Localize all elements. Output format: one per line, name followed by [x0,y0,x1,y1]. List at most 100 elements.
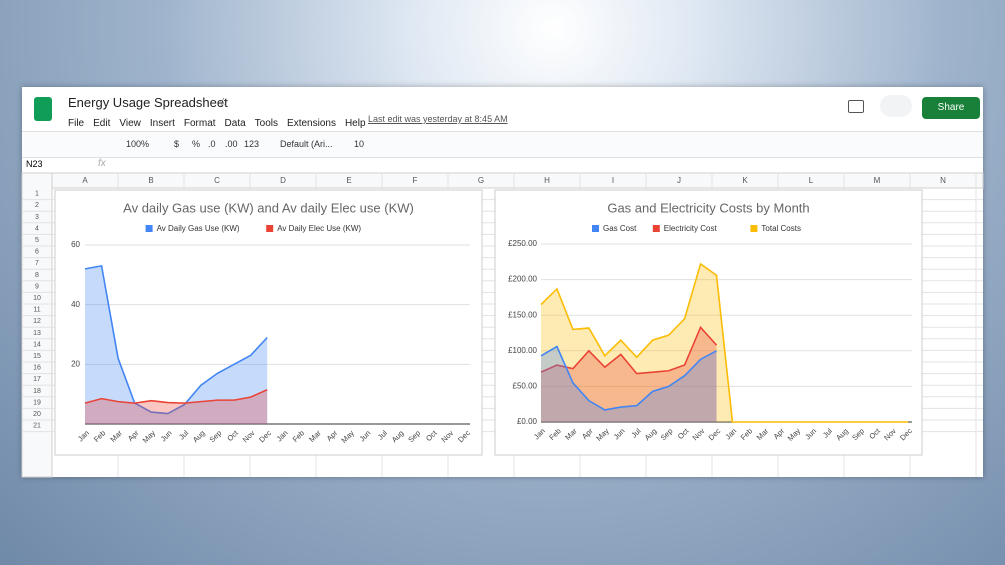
area-fill [541,327,717,422]
row-header: 18 [33,388,41,395]
row-header: 12 [33,318,41,325]
y-tick-label: £200.00 [508,275,537,284]
legend-label: Total Costs [761,224,801,233]
row-header: 4 [35,225,39,232]
decrease-decimal[interactable]: .0 [208,139,216,149]
area-line [540,262,908,423]
menu-item[interactable]: Insert [149,118,175,129]
chart-title: Av daily Gas use (KW) and Av daily Elec … [123,200,414,215]
legend-swatch [592,225,599,232]
row-header: 14 [33,341,41,348]
cell-ref[interactable]: N23 [26,159,43,169]
percent[interactable]: % [192,139,201,149]
y-tick-label: 60 [71,240,80,249]
toolbar: 100% $ % .0 .00 123 Default (Ari... 10 [22,131,983,158]
row-header: 9 [35,283,39,290]
column-header: J [677,176,681,185]
row-header: 13 [33,330,41,337]
row-header: 1 [35,191,39,198]
legend-swatch [652,225,660,232]
column-header: G [478,176,484,185]
column-header: B [148,176,153,185]
column-header: K [742,176,748,185]
y-tick-label: £0.00 [517,417,538,426]
area-line [84,264,268,415]
legend-label: Electricity Cost [664,224,718,233]
row-header: 2 [35,202,39,209]
area-fill [85,389,268,424]
chart: Gas and Electricity Costs by Month Gas Co… [494,189,923,456]
y-tick-label: £50.00 [513,382,538,391]
menu-item[interactable]: File [68,118,85,129]
menu-item[interactable]: Extensions [287,118,336,129]
legend-label: Av Daily Elec Use (KW) [277,224,361,233]
column-header: H [544,176,550,185]
chart-frame [494,189,923,456]
row-header: 20 [33,411,41,418]
comments-icon[interactable] [848,100,864,113]
column-header: I [612,176,614,185]
row-header: 15 [33,353,41,360]
legend-swatch [266,225,274,232]
row-header: 19 [33,399,41,406]
menu-item[interactable]: Data [224,118,246,129]
menu-bar: File Edit View Insert Format Data Tools Extensi… [68,113,375,131]
font-family[interactable]: Default (Ari... [280,139,333,149]
menu-item[interactable]: Format [183,118,216,129]
menu-item[interactable]: Help [344,118,366,129]
column-header: D [280,176,286,185]
area-fill [541,346,717,422]
row-header: 17 [33,376,41,383]
column-header: L [809,176,814,185]
area-fill [541,263,908,422]
column-header: M [874,176,881,185]
currency[interactable]: $ [174,139,180,149]
menu-item[interactable]: Tools [254,118,279,129]
row-header: 11 [33,307,40,314]
row-header: 10 [33,295,41,302]
legend-swatch [750,225,758,232]
share-button[interactable]: Share [922,97,980,119]
legend-label: Gas Cost [603,224,637,233]
y-tick-label: 40 [71,300,80,309]
last-edit[interactable]: Last edit was yesterday at 8:45 AM [368,114,508,124]
legend-label: Av Daily Gas Use (KW) [157,224,240,233]
area-line [540,345,717,411]
legend-swatch [145,225,153,232]
row-header: 16 [33,365,41,372]
y-tick-label: £100.00 [508,346,537,355]
star-icon[interactable]: ☆ [218,95,229,109]
area-line [84,388,268,404]
row-header: 5 [35,237,39,244]
area-line [540,325,718,375]
number-format[interactable]: 123 [244,139,260,149]
zoom[interactable]: 100% [126,139,150,149]
doc-title[interactable]: Energy Usage Spreadsheet [68,95,228,110]
column-header: A [82,176,88,185]
row-header: 3 [35,214,39,221]
column-header: N [940,176,946,185]
chart-title: Gas and Electricity Costs by Month [607,200,809,215]
row-header-bar [21,172,53,478]
sheets-logo[interactable] [34,97,52,121]
row-header: 6 [35,249,39,256]
meet-button[interactable] [880,95,912,117]
column-header: C [214,176,220,185]
menu-item[interactable]: View [119,118,141,129]
increase-decimal[interactable]: .00 [225,139,238,149]
row-header: 8 [35,272,39,279]
fx-icon: fx [98,158,106,169]
chart: Av daily Gas use (KW) and Av daily Elec … [54,189,483,456]
menu-item[interactable]: Edit [93,118,111,129]
area-fill [85,265,268,424]
column-header-bar [21,172,984,189]
column-header: F [413,176,418,185]
chart-frame [54,189,483,456]
font-size[interactable]: 10 [354,139,365,149]
row-header: 7 [35,260,39,267]
y-tick-label: 20 [71,359,80,368]
y-tick-label: £250.00 [508,239,537,248]
y-tick-label: £150.00 [508,310,537,319]
